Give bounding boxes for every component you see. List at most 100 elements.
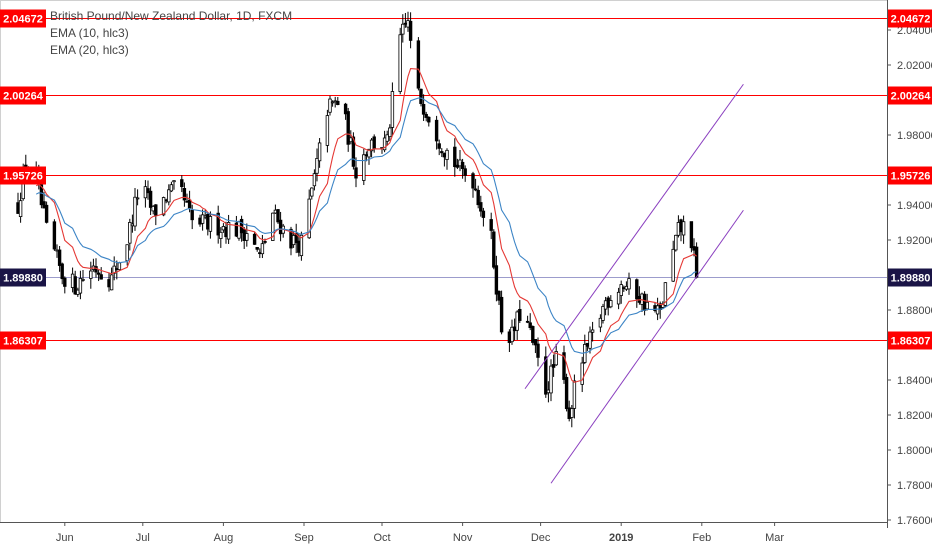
y-tick-label: 1.76000 — [897, 515, 932, 527]
candle-body — [544, 356, 548, 395]
candle — [307, 189, 311, 239]
candle — [544, 346, 548, 398]
candle — [619, 280, 623, 304]
candle — [434, 115, 439, 150]
candle — [180, 175, 184, 193]
candle — [554, 343, 558, 367]
candle-body — [385, 134, 389, 142]
trend-channel — [524, 83, 744, 484]
candle-body — [663, 282, 668, 306]
right-price-badge — [888, 86, 932, 105]
candle — [598, 314, 603, 333]
candle — [663, 282, 668, 308]
x-tick-label: Jul — [136, 532, 150, 544]
candle-body — [73, 276, 77, 295]
chart-legend: British Pound/New Zealand Dollar, 1D, FX… — [50, 8, 292, 59]
candle-body — [372, 136, 376, 150]
candle — [473, 178, 478, 192]
candle-body — [161, 197, 166, 216]
candle — [479, 195, 483, 217]
candle-body — [310, 187, 314, 197]
candle — [551, 354, 556, 377]
y-tick-label: 2.02000 — [897, 60, 932, 72]
candle — [299, 231, 304, 261]
candle — [60, 262, 64, 285]
candle-body — [346, 111, 350, 145]
candle — [416, 37, 421, 91]
candle — [463, 165, 467, 182]
candle-body — [99, 274, 103, 280]
right-price-badge-label: 1.86307 — [891, 336, 931, 348]
candle-body — [401, 23, 405, 35]
candle — [312, 169, 317, 191]
y-tick-label: 1.82000 — [897, 410, 932, 422]
candle-body — [252, 233, 257, 245]
candle — [146, 180, 150, 200]
candle-body — [109, 274, 114, 291]
candle-body — [419, 88, 423, 104]
candle — [588, 326, 592, 354]
candle — [317, 138, 322, 168]
candle — [388, 124, 392, 142]
candle — [616, 287, 621, 310]
candle — [627, 272, 631, 295]
candle-body — [515, 311, 519, 331]
candle — [135, 189, 140, 206]
ema10-label: EMA (10, hlc3) — [50, 26, 129, 40]
channel-lower-line — [550, 209, 744, 484]
candle — [78, 270, 83, 300]
candle — [385, 130, 389, 146]
candle — [216, 205, 220, 244]
candle-body — [18, 200, 23, 218]
candle-body — [245, 233, 249, 241]
candle — [73, 270, 77, 295]
candle — [536, 337, 540, 367]
candle — [330, 100, 335, 107]
candle-body — [24, 164, 28, 167]
right-price-badge-label: 1.89880 — [891, 273, 931, 285]
candle — [528, 313, 532, 331]
candle — [346, 107, 350, 152]
candle-body — [453, 146, 457, 168]
candle — [440, 148, 444, 158]
right-price-badge-label: 2.04672 — [891, 14, 931, 26]
candle-body — [276, 209, 280, 223]
candle — [63, 276, 67, 294]
grid — [0, 0, 888, 523]
candle-body — [63, 277, 67, 287]
candle — [408, 12, 413, 49]
candle-body — [635, 279, 639, 300]
candle — [489, 212, 493, 240]
candle-body — [440, 151, 444, 154]
candle-body — [518, 308, 522, 321]
candle-body — [330, 101, 335, 104]
candle-body — [263, 241, 267, 243]
candle — [99, 267, 103, 280]
candle-body — [169, 184, 174, 192]
left-price-badge — [0, 268, 46, 287]
candle-body — [549, 365, 553, 394]
candle-body — [382, 137, 387, 151]
channel-upper-line — [524, 83, 744, 390]
candle — [525, 315, 530, 324]
candle-body — [481, 210, 486, 218]
candle — [169, 181, 174, 193]
right-price-badge — [888, 9, 932, 28]
candle-body — [146, 188, 150, 194]
candle — [445, 148, 449, 170]
candle-body — [674, 234, 678, 251]
x-tick-label: Mar — [765, 532, 784, 544]
candle — [494, 255, 499, 302]
candle — [154, 204, 158, 226]
candle-body — [39, 184, 44, 206]
candle-body — [312, 173, 317, 187]
candle — [219, 227, 223, 248]
x-tick-label: Dec — [531, 532, 551, 544]
candle-body — [367, 148, 371, 158]
y-tick-label: 1.84000 — [897, 375, 932, 387]
left-price-badge-label: 1.95726 — [3, 171, 43, 183]
y-tick-label: 1.94000 — [897, 200, 932, 212]
candle-body — [167, 189, 171, 203]
candle-body — [671, 248, 675, 282]
